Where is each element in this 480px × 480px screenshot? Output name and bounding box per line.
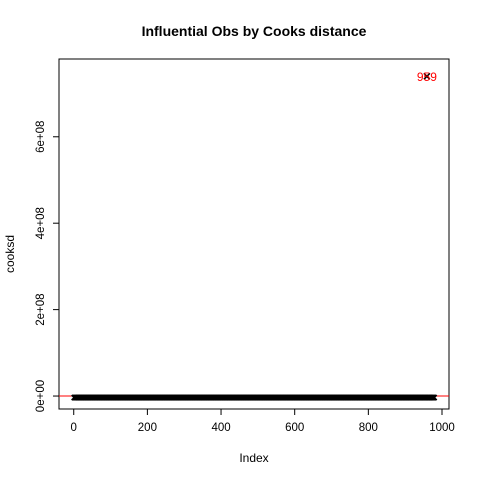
- x-tick-label: 800: [359, 422, 378, 434]
- data-point: [431, 394, 438, 401]
- outlier-label: 959: [417, 70, 437, 84]
- x-tick-label: 0: [71, 422, 77, 434]
- x-tick-label: 400: [211, 422, 230, 434]
- x-axis-label: Index: [239, 451, 268, 465]
- x-tick-label: 1000: [429, 422, 455, 434]
- plot-frame: [58, 58, 450, 410]
- x-tick-label: 600: [285, 422, 304, 434]
- y-tick-label: 6e+08: [35, 121, 47, 153]
- outlier-point: [423, 72, 431, 80]
- y-axis-label: cooksd: [3, 235, 17, 273]
- y-tick-label: 2e+08: [35, 293, 47, 325]
- plot-area: 0 200 400 600 800 1000 0e+00 2e+08 4e+08 6e+08 959: [35, 58, 455, 434]
- x-tick-label: 200: [138, 422, 157, 434]
- chart-title: Influential Obs by Cooks distance: [142, 23, 367, 39]
- y-tick-label: 0e+00: [35, 380, 47, 412]
- y-tick-label: 4e+08: [35, 207, 47, 239]
